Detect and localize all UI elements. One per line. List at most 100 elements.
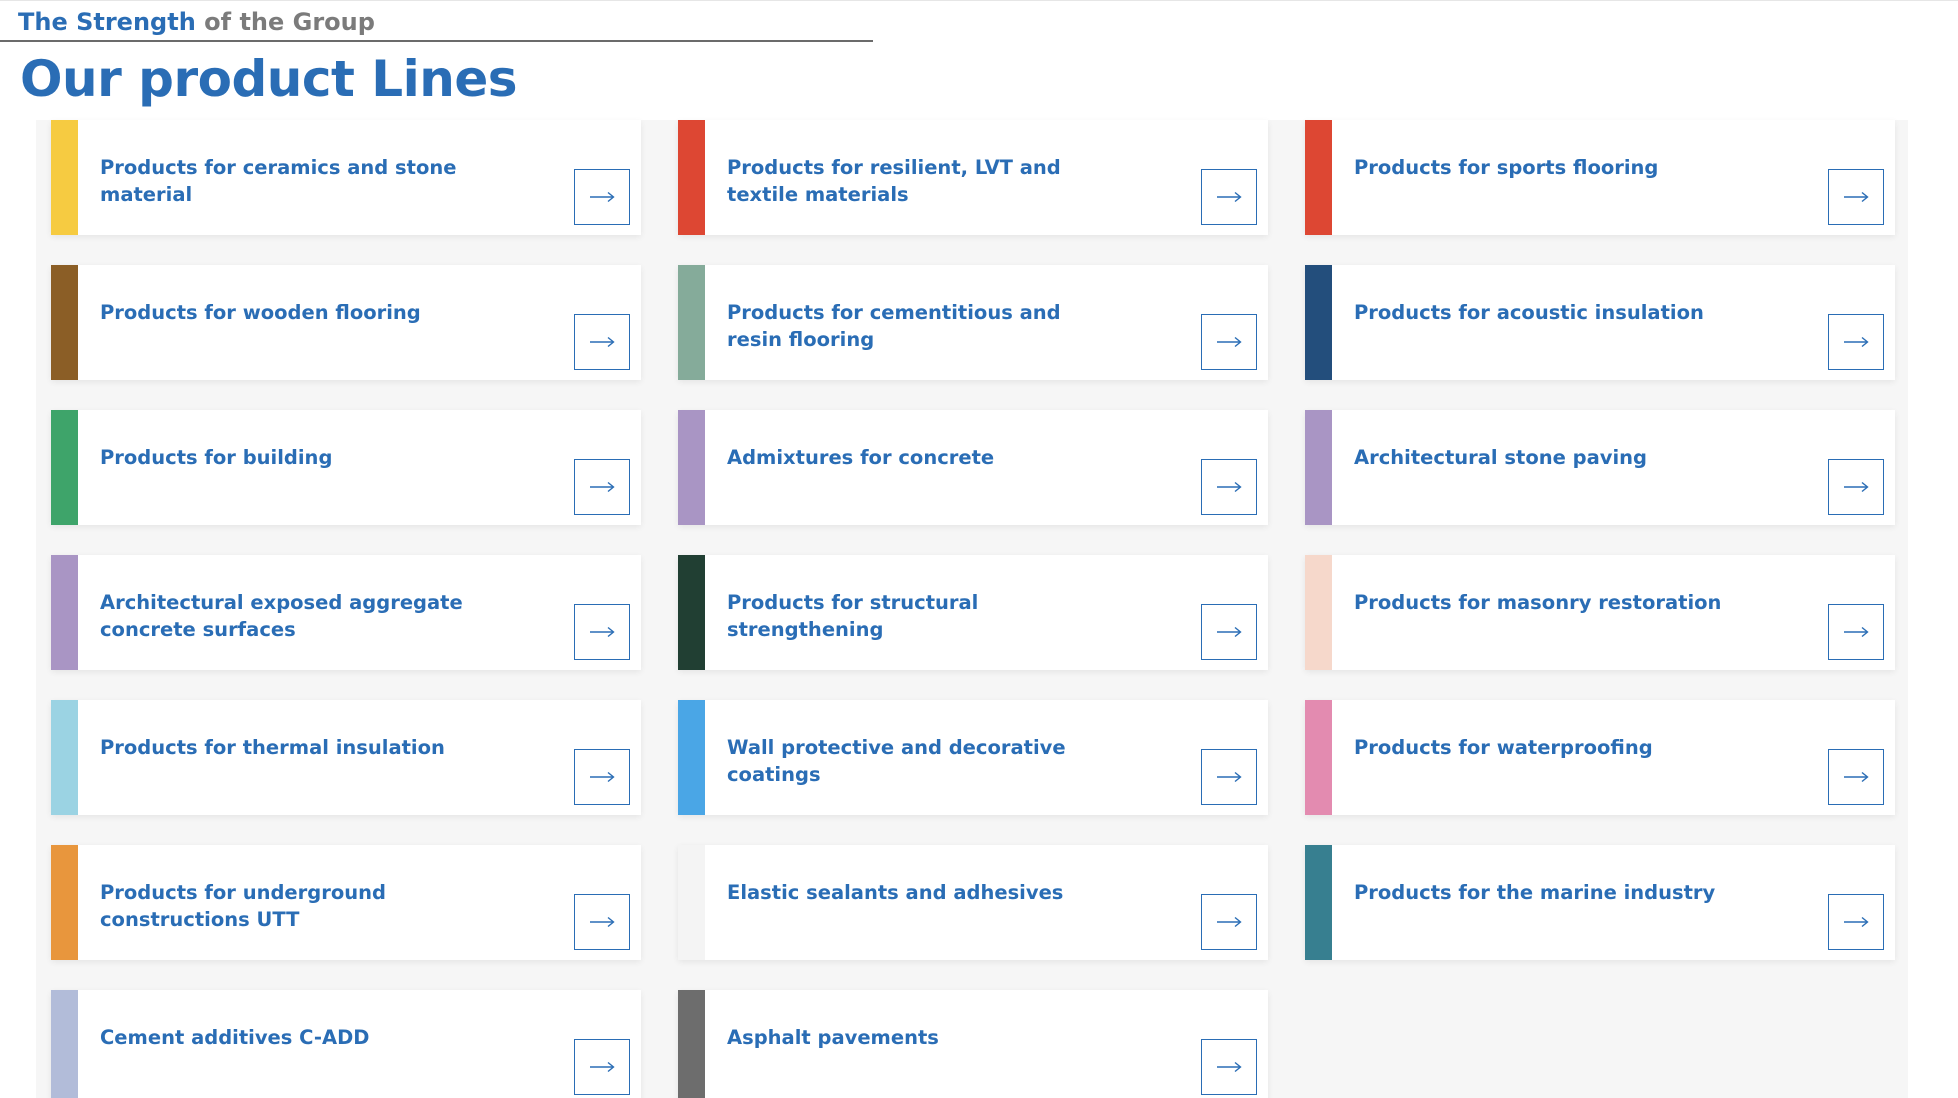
section-header: The Strength of the Group	[0, 0, 873, 42]
product-line-label: Products for ceramics and stone material	[100, 156, 457, 206]
open-product-line-button[interactable]	[1828, 169, 1884, 225]
open-product-line-button[interactable]	[574, 1039, 630, 1095]
product-line-card[interactable]: Architectural exposed aggregate concrete…	[51, 555, 641, 670]
product-line-card[interactable]: Products for waterproofing	[1305, 700, 1895, 815]
arrow-right-icon	[590, 771, 615, 783]
product-line-card[interactable]: Products for structural strengthening	[678, 555, 1268, 670]
open-product-line-button[interactable]	[1201, 604, 1257, 660]
product-line-card[interactable]: Products for underground constructions U…	[51, 845, 641, 960]
product-line-label: Products for thermal insulation	[100, 736, 445, 759]
product-line-card[interactable]: Products for cementitious and resin floo…	[678, 265, 1268, 380]
open-product-line-button[interactable]	[1828, 894, 1884, 950]
product-line-card[interactable]: Cement additives C-ADD	[51, 990, 641, 1098]
arrow-right-icon	[590, 481, 615, 493]
card-color-stripe	[51, 265, 78, 380]
open-product-line-button[interactable]	[1828, 749, 1884, 805]
product-line-label: Products for wooden flooring	[100, 301, 421, 324]
arrow-right-icon	[1217, 626, 1242, 638]
open-product-line-button[interactable]	[1828, 459, 1884, 515]
top-border	[0, 0, 1958, 1]
product-line-label: Cement additives C-ADD	[100, 1026, 370, 1049]
card-color-stripe	[1305, 120, 1332, 235]
product-line-card[interactable]: Products for resilient, LVT and textile …	[678, 120, 1268, 235]
product-line-label: Asphalt pavements	[727, 1026, 939, 1049]
product-line-card[interactable]: Elastic sealants and adhesives	[678, 845, 1268, 960]
product-line-card[interactable]: Wall protective and decorative coatings	[678, 700, 1268, 815]
card-color-stripe	[51, 990, 78, 1098]
arrow-right-icon	[1844, 771, 1869, 783]
arrow-right-icon	[1217, 1061, 1242, 1073]
arrow-right-icon	[1217, 481, 1242, 493]
card-color-stripe	[678, 555, 705, 670]
card-color-stripe	[51, 120, 78, 235]
product-line-card[interactable]: Products for building	[51, 410, 641, 525]
open-product-line-button[interactable]	[1201, 749, 1257, 805]
header-title-accent: The Strength	[18, 8, 196, 36]
product-line-card[interactable]: Products for acoustic insulation	[1305, 265, 1895, 380]
open-product-line-button[interactable]	[574, 749, 630, 805]
product-line-label: Products for cementitious and resin floo…	[727, 301, 1061, 351]
card-color-stripe	[51, 845, 78, 960]
product-line-card[interactable]: Products for ceramics and stone material	[51, 120, 641, 235]
product-line-label: Wall protective and decorative coatings	[727, 736, 1066, 786]
card-color-stripe	[1305, 845, 1332, 960]
card-color-stripe	[678, 410, 705, 525]
card-color-stripe	[678, 990, 705, 1098]
product-line-card[interactable]: Products for wooden flooring	[51, 265, 641, 380]
card-color-stripe	[51, 555, 78, 670]
arrow-right-icon	[590, 191, 615, 203]
open-product-line-button[interactable]	[1201, 1039, 1257, 1095]
product-line-label: Products for building	[100, 446, 333, 469]
arrow-right-icon	[1217, 191, 1242, 203]
product-line-card[interactable]: Products for sports flooring	[1305, 120, 1895, 235]
open-product-line-button[interactable]	[574, 314, 630, 370]
product-line-label: Products for waterproofing	[1354, 736, 1653, 759]
arrow-right-icon	[1217, 916, 1242, 928]
product-line-label: Architectural stone paving	[1354, 446, 1647, 469]
product-line-card[interactable]: Products for masonry restoration	[1305, 555, 1895, 670]
product-line-label: Products for underground constructions U…	[100, 881, 386, 931]
product-line-card[interactable]: Products for thermal insulation	[51, 700, 641, 815]
card-color-stripe	[1305, 555, 1332, 670]
card-color-stripe	[51, 410, 78, 525]
product-line-card[interactable]: Products for the marine industry	[1305, 845, 1895, 960]
card-color-stripe	[1305, 410, 1332, 525]
open-product-line-button[interactable]	[1201, 459, 1257, 515]
product-lines-area: Products for ceramics and stone material…	[36, 120, 1908, 1098]
open-product-line-button[interactable]	[574, 169, 630, 225]
product-line-label: Products for acoustic insulation	[1354, 301, 1704, 324]
product-line-label: Admixtures for concrete	[727, 446, 995, 469]
header-title-rest: of the Group	[195, 8, 375, 36]
arrow-right-icon	[1217, 336, 1242, 348]
arrow-right-icon	[590, 626, 615, 638]
product-line-card[interactable]: Asphalt pavements	[678, 990, 1268, 1098]
product-line-label: Products for structural strengthening	[727, 591, 979, 641]
open-product-line-button[interactable]	[1828, 604, 1884, 660]
arrow-right-icon	[590, 916, 615, 928]
arrow-right-icon	[1844, 481, 1869, 493]
product-line-label: Products for resilient, LVT and textile …	[727, 156, 1061, 206]
card-color-stripe	[678, 700, 705, 815]
product-line-label: Products for the marine industry	[1354, 881, 1716, 904]
open-product-line-button[interactable]	[1201, 894, 1257, 950]
product-line-label: Architectural exposed aggregate concrete…	[100, 591, 463, 641]
product-line-label: Products for sports flooring	[1354, 156, 1659, 179]
page-title: Our product Lines	[20, 50, 518, 108]
open-product-line-button[interactable]	[574, 459, 630, 515]
arrow-right-icon	[1844, 916, 1869, 928]
open-product-line-button[interactable]	[1201, 169, 1257, 225]
arrow-right-icon	[590, 336, 615, 348]
arrow-right-icon	[1844, 626, 1869, 638]
product-line-card[interactable]: Architectural stone paving	[1305, 410, 1895, 525]
open-product-line-button[interactable]	[1828, 314, 1884, 370]
card-color-stripe	[51, 700, 78, 815]
product-line-card[interactable]: Admixtures for concrete	[678, 410, 1268, 525]
product-line-label: Products for masonry restoration	[1354, 591, 1722, 614]
open-product-line-button[interactable]	[574, 894, 630, 950]
card-color-stripe	[1305, 700, 1332, 815]
arrow-right-icon	[590, 1061, 615, 1073]
section-header-title: The Strength of the Group	[18, 8, 375, 36]
open-product-line-button[interactable]	[1201, 314, 1257, 370]
open-product-line-button[interactable]	[574, 604, 630, 660]
